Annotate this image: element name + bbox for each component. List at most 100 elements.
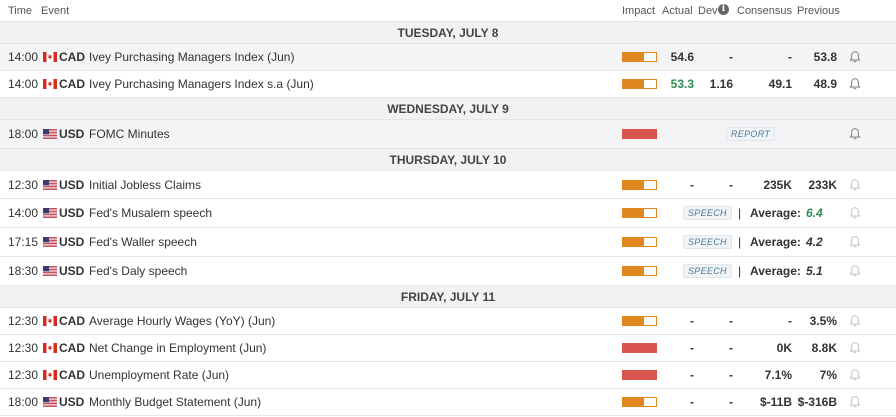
- event-dev: -: [729, 341, 733, 355]
- average-label: Average:: [750, 235, 801, 249]
- bell-icon[interactable]: [849, 265, 861, 278]
- impact-bar: [622, 79, 657, 89]
- event-actual: -: [690, 314, 694, 328]
- bell-icon[interactable]: [849, 236, 861, 249]
- average-label: Average:: [750, 206, 801, 220]
- event-consensus: -: [788, 50, 792, 64]
- average-label: Average:: [750, 264, 801, 278]
- event-name[interactable]: Net Change in Employment (Jun): [89, 341, 267, 355]
- speech-badge[interactable]: SPEECH: [683, 206, 732, 220]
- impact-bar: [622, 370, 657, 380]
- event-currency: USD: [59, 264, 85, 278]
- event-dev: -: [729, 368, 733, 382]
- event-time: 17:15: [8, 235, 39, 249]
- bell-icon[interactable]: [849, 396, 861, 409]
- event-row[interactable]: 12:30 CAD Average Hourly Wages (YoY) (Ju…: [0, 308, 896, 335]
- impact-bar: [622, 397, 657, 407]
- event-dev: 1.16: [709, 77, 733, 91]
- header-consensus[interactable]: Consensus: [737, 5, 793, 17]
- event-row[interactable]: 12:30 CAD Unemployment Rate (Jun) - - 7.…: [0, 362, 896, 389]
- us-flag-icon: [43, 129, 57, 139]
- event-row[interactable]: 14:00 CAD Ivey Purchasing Managers Index…: [0, 71, 896, 98]
- event-currency: CAD: [59, 50, 85, 64]
- event-time: 14:00: [8, 77, 39, 91]
- header-impact[interactable]: Impact: [622, 5, 656, 17]
- bell-icon[interactable]: [849, 128, 861, 141]
- event-name[interactable]: Average Hourly Wages (YoY) (Jun): [89, 314, 276, 328]
- us-flag-icon: [43, 266, 57, 276]
- impact-bar: [622, 237, 657, 247]
- event-row[interactable]: 18:00 USD FOMC Minutes REPORT: [0, 120, 896, 149]
- impact-bar: [622, 179, 657, 190]
- info-icon[interactable]: i: [718, 4, 729, 15]
- event-time: 18:30: [8, 264, 39, 278]
- us-flag-icon: [43, 397, 57, 407]
- event-row[interactable]: 18:30 USD Fed's Daly speech SPEECH | Ave…: [0, 257, 896, 286]
- header-previous[interactable]: Previous: [797, 5, 840, 17]
- event-consensus: 235K: [763, 177, 792, 192]
- event-dev: -: [729, 314, 733, 328]
- header-time[interactable]: Time: [8, 5, 33, 17]
- event-name[interactable]: Monthly Budget Statement (Jun): [89, 395, 262, 409]
- bell-icon[interactable]: [849, 178, 861, 191]
- report-badge[interactable]: REPORT: [726, 127, 776, 141]
- event-actual: -: [690, 395, 694, 409]
- event-actual: -: [690, 368, 694, 382]
- event-actual: -: [690, 177, 694, 192]
- event-name[interactable]: Fed's Daly speech: [89, 264, 188, 278]
- event-currency: CAD: [59, 77, 85, 91]
- impact-bar: [622, 343, 657, 353]
- separator: |: [738, 264, 742, 278]
- impact-bar: [622, 52, 657, 62]
- event-name[interactable]: Ivey Purchasing Managers Index s.a (Jun): [89, 77, 314, 91]
- header-dev[interactable]: Dev: [698, 5, 718, 17]
- header-event[interactable]: Event: [41, 5, 70, 17]
- event-time: 12:30: [8, 341, 39, 355]
- event-name[interactable]: Ivey Purchasing Managers Index (Jun): [89, 50, 295, 64]
- bell-icon[interactable]: [849, 207, 861, 220]
- date-label: FRIDAY, JULY 11: [400, 289, 496, 304]
- event-row[interactable]: 18:00 USD Monthly Budget Statement (Jun)…: [0, 389, 896, 416]
- event-name[interactable]: FOMC Minutes: [89, 127, 170, 141]
- event-time: 12:30: [8, 368, 39, 382]
- event-consensus: 0K: [776, 341, 792, 355]
- date-label: TUESDAY, JULY 8: [397, 25, 499, 40]
- event-consensus: 7.1%: [764, 368, 792, 382]
- event-time: 18:00: [8, 127, 39, 141]
- event-name[interactable]: Fed's Musalem speech: [89, 206, 213, 220]
- event-name[interactable]: Unemployment Rate (Jun): [89, 368, 230, 382]
- event-row[interactable]: 14:00 CAD Ivey Purchasing Managers Index…: [0, 44, 896, 71]
- bell-icon[interactable]: [849, 315, 861, 328]
- impact-bar: [622, 129, 657, 139]
- header-actual[interactable]: Actual: [662, 5, 693, 17]
- canada-flag-icon: [43, 79, 57, 89]
- event-previous: 48.9: [813, 77, 837, 91]
- bell-icon[interactable]: [849, 51, 861, 64]
- date-label: THURSDAY, JULY 10: [389, 152, 507, 167]
- event-row[interactable]: 14:00 USD Fed's Musalem speech SPEECH | …: [0, 199, 896, 228]
- separator: |: [738, 235, 742, 249]
- event-actual: 54.6: [670, 50, 694, 64]
- event-previous: 233K: [808, 177, 837, 192]
- speech-badge[interactable]: SPEECH: [683, 264, 732, 278]
- event-name[interactable]: Initial Jobless Claims: [89, 177, 202, 192]
- event-time: 12:30: [8, 314, 39, 328]
- event-currency: CAD: [59, 314, 85, 328]
- event-previous: $-316B: [797, 395, 837, 409]
- bell-icon[interactable]: [849, 369, 861, 382]
- average-value: 6.4: [806, 206, 823, 220]
- event-previous: 7%: [819, 368, 837, 382]
- impact-bar: [622, 208, 657, 218]
- bell-icon[interactable]: [849, 342, 861, 355]
- bell-icon[interactable]: [849, 78, 861, 91]
- date-row: FRIDAY, JULY 11: [0, 286, 896, 308]
- event-dev: -: [729, 50, 733, 64]
- speech-badge[interactable]: SPEECH: [683, 235, 732, 249]
- date-row: TUESDAY, JULY 8: [0, 22, 896, 44]
- event-row[interactable]: 12:30 USD Initial Jobless Claims - - 235…: [0, 171, 896, 199]
- event-name[interactable]: Fed's Waller speech: [89, 235, 197, 249]
- event-row[interactable]: 12:30 CAD Net Change in Employment (Jun)…: [0, 335, 896, 362]
- date-row: WEDNESDAY, JULY 9: [0, 98, 896, 120]
- event-row[interactable]: 17:15 USD Fed's Waller speech SPEECH | A…: [0, 228, 896, 257]
- event-actual: 53.3: [670, 77, 694, 91]
